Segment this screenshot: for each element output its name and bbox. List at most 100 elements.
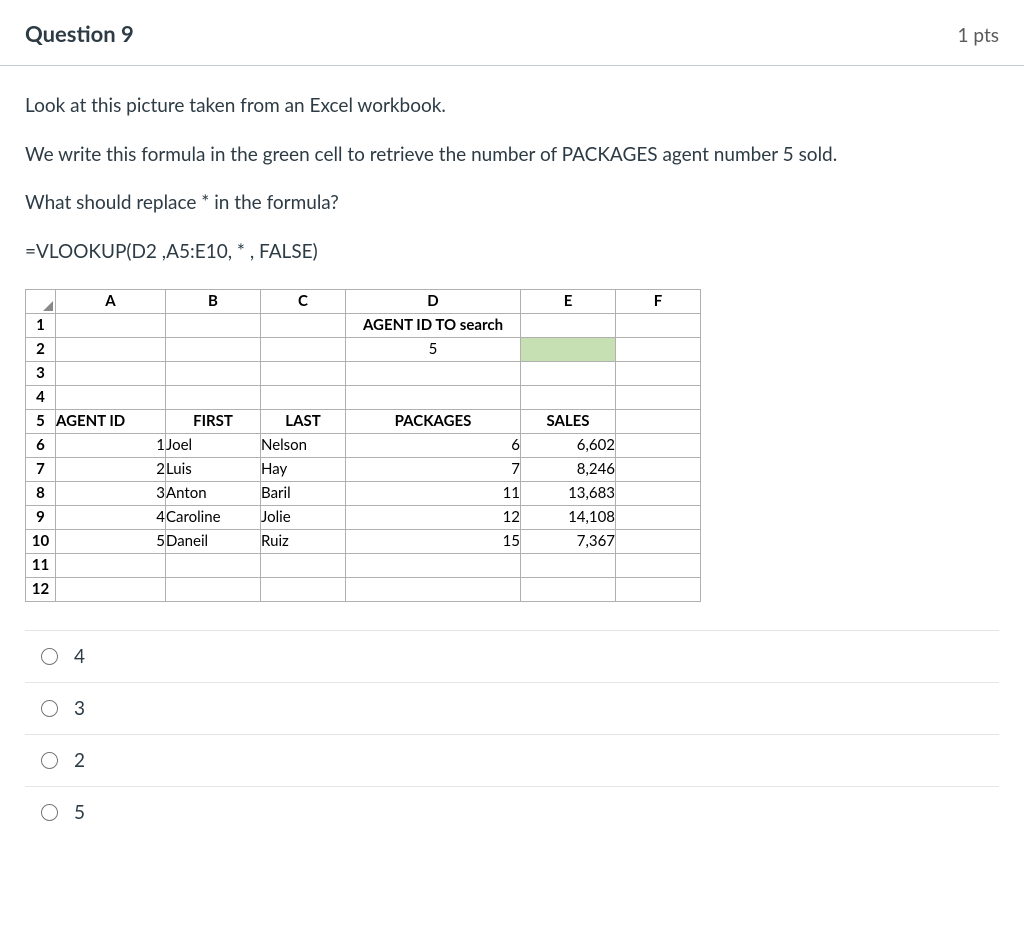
row-header-1: 1 bbox=[26, 313, 56, 337]
col-header-C: C bbox=[261, 289, 346, 313]
cell-B7: Luis bbox=[166, 457, 261, 481]
col-header-A: A bbox=[56, 289, 166, 313]
cell-C9: Jolie bbox=[261, 505, 346, 529]
answer-radio-3[interactable] bbox=[41, 804, 58, 821]
spreadsheet-table: A B C D E F 1 AGENT ID TO search 2 bbox=[25, 289, 701, 602]
cell-D3 bbox=[346, 361, 521, 385]
prompt-line-3: What should replace * in the formula? bbox=[25, 191, 999, 216]
question-points: 1 pts bbox=[958, 24, 999, 47]
cell-C4 bbox=[261, 385, 346, 409]
cell-A12 bbox=[56, 577, 166, 601]
cell-C8: Baril bbox=[261, 481, 346, 505]
cell-C1 bbox=[261, 313, 346, 337]
row-header-4: 4 bbox=[26, 385, 56, 409]
cell-A4 bbox=[56, 385, 166, 409]
answer-radio-2[interactable] bbox=[41, 752, 58, 769]
row-header-11: 11 bbox=[26, 553, 56, 577]
question-body: Look at this picture taken from an Excel… bbox=[0, 66, 1024, 868]
cell-B2 bbox=[166, 337, 261, 361]
excel-screenshot: A B C D E F 1 AGENT ID TO search 2 bbox=[25, 289, 999, 602]
cell-A6: 1 bbox=[56, 433, 166, 457]
row-header-3: 3 bbox=[26, 361, 56, 385]
col-header-B: B bbox=[166, 289, 261, 313]
row-header-9: 9 bbox=[26, 505, 56, 529]
cell-C5: LAST bbox=[261, 409, 346, 433]
cell-F1 bbox=[616, 313, 701, 337]
cell-D12 bbox=[346, 577, 521, 601]
question-title: Question 9 bbox=[25, 20, 134, 47]
cell-B5: FIRST bbox=[166, 409, 261, 433]
cell-D7: 7 bbox=[346, 457, 521, 481]
cell-E8: 13,683 bbox=[521, 481, 616, 505]
cell-E3 bbox=[521, 361, 616, 385]
cell-C2 bbox=[261, 337, 346, 361]
cell-A11 bbox=[56, 553, 166, 577]
cell-E11 bbox=[521, 553, 616, 577]
cell-F5 bbox=[616, 409, 701, 433]
col-header-F: F bbox=[616, 289, 701, 313]
col-header-E: E bbox=[521, 289, 616, 313]
cell-A9: 4 bbox=[56, 505, 166, 529]
row-header-5: 5 bbox=[26, 409, 56, 433]
row-header-7: 7 bbox=[26, 457, 56, 481]
cell-A1 bbox=[56, 313, 166, 337]
answer-option-0[interactable]: 4 bbox=[25, 631, 999, 683]
answer-label-2: 2 bbox=[74, 749, 85, 772]
cell-B8: Anton bbox=[166, 481, 261, 505]
cell-E9: 14,108 bbox=[521, 505, 616, 529]
cell-C11 bbox=[261, 553, 346, 577]
cell-D9: 12 bbox=[346, 505, 521, 529]
answer-radio-0[interactable] bbox=[41, 648, 58, 665]
sheet-corner bbox=[26, 289, 56, 313]
cell-F2 bbox=[616, 337, 701, 361]
cell-F7 bbox=[616, 457, 701, 481]
cell-D11 bbox=[346, 553, 521, 577]
row-header-2: 2 bbox=[26, 337, 56, 361]
answer-label-1: 3 bbox=[74, 697, 85, 720]
cell-A10: 5 bbox=[56, 529, 166, 553]
cell-E7: 8,246 bbox=[521, 457, 616, 481]
cell-F12 bbox=[616, 577, 701, 601]
cell-F9 bbox=[616, 505, 701, 529]
cell-C12 bbox=[261, 577, 346, 601]
cell-D5: PACKAGES bbox=[346, 409, 521, 433]
answer-option-2[interactable]: 2 bbox=[25, 735, 999, 787]
cell-E2-green bbox=[521, 337, 616, 361]
cell-E4 bbox=[521, 385, 616, 409]
cell-D2: 5 bbox=[346, 337, 521, 361]
row-header-6: 6 bbox=[26, 433, 56, 457]
cell-E10: 7,367 bbox=[521, 529, 616, 553]
cell-C3 bbox=[261, 361, 346, 385]
cell-B6: Joel bbox=[166, 433, 261, 457]
cell-F8 bbox=[616, 481, 701, 505]
cell-A3 bbox=[56, 361, 166, 385]
cell-F4 bbox=[616, 385, 701, 409]
cell-F10 bbox=[616, 529, 701, 553]
cell-C10: Ruiz bbox=[261, 529, 346, 553]
answer-option-1[interactable]: 3 bbox=[25, 683, 999, 735]
cell-B11 bbox=[166, 553, 261, 577]
cell-A8: 3 bbox=[56, 481, 166, 505]
cell-A7: 2 bbox=[56, 457, 166, 481]
cell-A2 bbox=[56, 337, 166, 361]
prompt-line-2: We write this formula in the green cell … bbox=[25, 143, 999, 168]
cell-E6: 6,602 bbox=[521, 433, 616, 457]
cell-E1 bbox=[521, 313, 616, 337]
cell-F6 bbox=[616, 433, 701, 457]
cell-D1: AGENT ID TO search bbox=[346, 313, 521, 337]
cell-B1 bbox=[166, 313, 261, 337]
answer-options: 4 3 2 5 bbox=[25, 630, 999, 838]
cell-C7: Hay bbox=[261, 457, 346, 481]
cell-B10: Daneil bbox=[166, 529, 261, 553]
cell-E12 bbox=[521, 577, 616, 601]
cell-B12 bbox=[166, 577, 261, 601]
answer-option-3[interactable]: 5 bbox=[25, 787, 999, 838]
col-header-D: D bbox=[346, 289, 521, 313]
answer-radio-1[interactable] bbox=[41, 700, 58, 717]
cell-A5: AGENT ID bbox=[56, 409, 166, 433]
prompt-formula: =VLOOKUP(D2 ,A5:E10, * , FALSE) bbox=[25, 240, 999, 265]
row-header-8: 8 bbox=[26, 481, 56, 505]
cell-B4 bbox=[166, 385, 261, 409]
question-header: Question 9 1 pts bbox=[0, 0, 1024, 66]
cell-D6: 6 bbox=[346, 433, 521, 457]
